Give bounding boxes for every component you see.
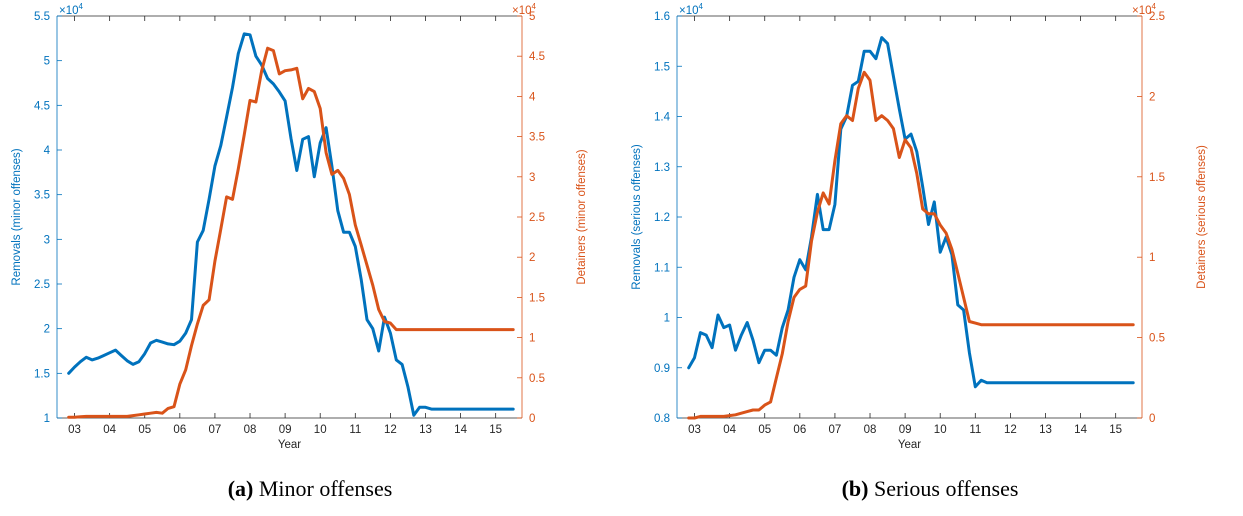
y-axis-label-left: Removals (minor offenses) xyxy=(11,148,23,285)
x-tick-label: 10 xyxy=(314,424,327,436)
x-tick-label: 13 xyxy=(1039,424,1052,436)
y-tick-label-right: 3.5 xyxy=(529,132,545,144)
x-tick-label: 11 xyxy=(969,424,981,436)
x-tick-label: 12 xyxy=(384,424,397,436)
caption-tag: (a) xyxy=(227,476,254,501)
x-tick-label: 05 xyxy=(758,424,771,436)
exponent-label-left: ×104 xyxy=(679,2,704,17)
exponent-label-right: ×104 xyxy=(1132,2,1157,17)
panel-serious-offenses: 03 04 05 06 07 08 09 10 11 12 13 14 15 0.8 0.9 1 1.1 1.2 1… xyxy=(620,0,1240,516)
chart-minor-offenses: 03 04 05 06 07 08 09 10 11 12 13 14 1511.522.533.544… xyxy=(11,2,588,451)
x-tick-label: 06 xyxy=(173,424,186,436)
x-tick-label: 08 xyxy=(244,424,257,436)
y-tick-label-right: 0.5 xyxy=(1149,333,1165,345)
y-tick-label-left: 3.5 xyxy=(34,190,50,202)
y-tick-label-left: 4 xyxy=(44,145,51,157)
caption-minor: (a) Minor offenses xyxy=(0,476,620,502)
x-tick-label: 08 xyxy=(864,424,877,436)
series-line-removals xyxy=(687,36,1135,389)
caption-text: Serious offenses xyxy=(873,476,1019,501)
x-tick-label: 14 xyxy=(454,424,467,436)
caption-text: Minor offenses xyxy=(258,476,393,501)
x-tick-label: 03 xyxy=(68,424,81,436)
x-tick-label: 14 xyxy=(1074,424,1087,436)
y-tick-label-right: 2 xyxy=(1149,91,1155,103)
y-axis-label-left: Removals (serious offenses) xyxy=(631,144,643,290)
y-tick-label-right: 1.5 xyxy=(529,292,545,304)
y-tick-label-right: 2.5 xyxy=(529,212,545,224)
x-tick-label: 04 xyxy=(723,424,736,436)
x-tick-label: 10 xyxy=(934,424,947,436)
x-tick-label: 11 xyxy=(349,424,361,436)
panel-minor-offenses: 03 04 05 06 07 08 09 10 11 12 13 14 15 1 1.5 2 2.5 3 3.5 4 4… xyxy=(0,0,620,516)
y-tick-label-left: 2 xyxy=(44,324,50,336)
y-tick-label-left: 2.5 xyxy=(34,279,50,291)
exponent-power-left: 4 xyxy=(79,2,84,11)
exponent-power-right: 4 xyxy=(532,2,537,11)
y-tick-label-left: 1 xyxy=(664,313,670,325)
caption-tag: (b) xyxy=(841,476,869,501)
y-tick-label-right: 1.5 xyxy=(1149,172,1165,184)
x-tick-label: 07 xyxy=(209,424,222,436)
y-tick-label-left: 1.6 xyxy=(654,11,670,23)
y-axis-label-right: Detainers (serious offenses) xyxy=(1196,145,1208,289)
x-tick-label: 15 xyxy=(1109,424,1122,436)
x-axis-label: Year xyxy=(278,439,301,451)
y-tick-label-left: 0.8 xyxy=(654,413,670,425)
y-tick-label-right: 3 xyxy=(529,172,535,184)
y-tick-label-right: 1 xyxy=(1149,252,1155,264)
x-tick-label: 09 xyxy=(279,424,292,436)
y-tick-label-right: 2 xyxy=(529,252,535,264)
y-tick-label-right: 0 xyxy=(1149,413,1155,425)
y-tick-label-left: 1.4 xyxy=(654,112,671,124)
series-line-detainers xyxy=(67,46,515,419)
exponent-label-right: ×104 xyxy=(512,2,537,17)
chart-serious-offenses: 03 04 05 06 07 08 09 10 11 12 13 14 150.80.911.11.21… xyxy=(631,2,1208,451)
y-tick-label-right: 4.5 xyxy=(529,51,545,63)
caption-serious: (b) Serious offenses xyxy=(620,476,1240,502)
y-tick-label-left: 1.1 xyxy=(654,262,670,274)
x-axis-label: Year xyxy=(898,439,921,451)
y-tick-label-left: 0.9 xyxy=(654,363,670,375)
x-tick-label: 15 xyxy=(489,424,502,436)
x-tick-label: 13 xyxy=(419,424,432,436)
y-tick-label-left: 1.5 xyxy=(654,61,670,73)
x-tick-label: 06 xyxy=(793,424,806,436)
y-axis-label-right: Detainers (minor offenses) xyxy=(576,149,588,284)
x-tick-label: 05 xyxy=(138,424,151,436)
y-tick-label-right: 1 xyxy=(529,333,535,345)
y-tick-label-left: 1.2 xyxy=(654,212,670,224)
y-tick-label-left: 4.5 xyxy=(34,100,50,112)
exponent-label-left: ×104 xyxy=(59,2,84,17)
x-tick-label: 12 xyxy=(1004,424,1017,436)
y-tick-label-right: 0.5 xyxy=(529,373,545,385)
y-tick-label-right: 0 xyxy=(529,413,535,425)
y-tick-label-right: 4 xyxy=(529,91,536,103)
exponent-power-left: 4 xyxy=(699,2,704,11)
y-tick-label-left: 5 xyxy=(44,56,50,68)
x-tick-label: 07 xyxy=(829,424,842,436)
x-tick-label: 09 xyxy=(899,424,912,436)
x-tick-label: 03 xyxy=(688,424,701,436)
series-line-detainers xyxy=(687,70,1135,420)
y-tick-label-left: 1.3 xyxy=(654,162,670,174)
x-tick-label: 04 xyxy=(103,424,116,436)
y-tick-label-left: 5.5 xyxy=(34,11,50,23)
y-tick-label-right: 5 xyxy=(529,11,535,23)
exponent-power-right: 4 xyxy=(1152,2,1157,11)
y-tick-label-right: 2.5 xyxy=(1149,11,1165,23)
y-tick-label-left: 1.5 xyxy=(34,368,50,380)
series-line-removals xyxy=(67,32,515,417)
y-tick-label-left: 1 xyxy=(44,413,50,425)
y-tick-label-left: 3 xyxy=(44,234,50,246)
